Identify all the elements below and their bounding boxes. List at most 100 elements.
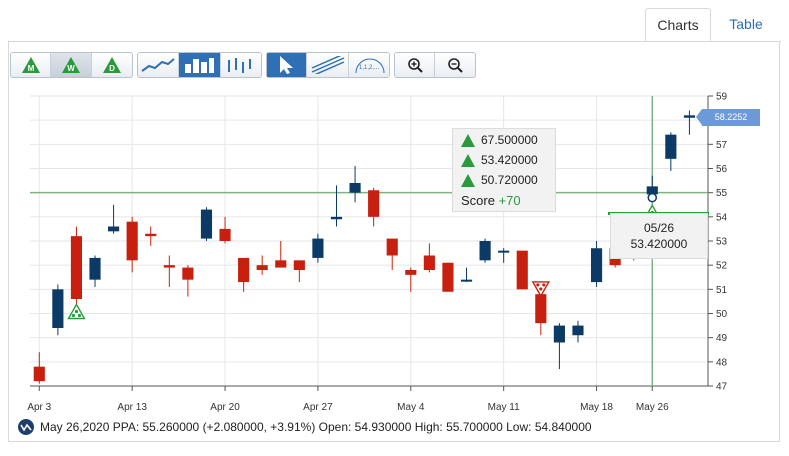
candle-body <box>256 265 268 270</box>
y-tick-label: 53 <box>716 237 728 248</box>
fibonacci-icon: 1,1,2,... <box>355 58 385 74</box>
daily-signal-icon <box>461 173 475 187</box>
candle-body <box>108 226 120 232</box>
candle-body <box>275 260 287 268</box>
drawing-tools-group: 1,1,2,... <box>266 52 390 78</box>
tooltip-score: Score +70 <box>461 193 521 208</box>
zoom-in-button[interactable] <box>395 53 436 77</box>
trendline-button[interactable] <box>307 53 349 77</box>
candle-body <box>52 289 64 328</box>
candle-body <box>238 257 250 283</box>
y-tick-label: 51 <box>716 285 728 296</box>
bar-chart-button[interactable] <box>179 53 221 77</box>
candle-body <box>312 238 324 258</box>
candle-body <box>145 233 157 237</box>
candle-body <box>646 186 658 195</box>
x-tick-label: May 11 <box>488 402 520 413</box>
pointer-icon <box>279 56 293 74</box>
tab-bar: Charts Table <box>0 0 789 42</box>
candle-body <box>442 262 454 292</box>
y-tick-label: 57 <box>716 140 728 151</box>
x-tick-label: Apr 20 <box>210 402 240 413</box>
tooltip-row-daily: 50.720000 <box>461 171 538 189</box>
y-tick-label: 56 <box>716 164 728 175</box>
candle-body <box>460 279 473 282</box>
pointer-button[interactable] <box>267 53 308 77</box>
ohlc-summary: May 26,2020 PPA: 55.260000 (+2.080000, +… <box>40 420 592 434</box>
svg-text:W: W <box>67 64 75 73</box>
x-tick-label: May 26 <box>636 402 669 413</box>
candle-body <box>219 228 231 241</box>
candle-body <box>163 265 175 268</box>
weekly-button[interactable]: W <box>51 53 92 77</box>
weekly-signal-icon <box>461 153 475 167</box>
y-tick-label: 50 <box>716 309 728 320</box>
line-chart-icon <box>141 58 175 72</box>
crosshair-date: 05/26 <box>643 221 675 235</box>
svg-text:M: M <box>27 64 34 73</box>
x-tick-label: Apr 27 <box>303 402 333 413</box>
x-tick-label: Apr 13 <box>117 402 147 413</box>
sell-signal-icon <box>531 281 551 298</box>
candle-body <box>349 183 361 193</box>
ohlc-button[interactable] <box>221 53 261 77</box>
tooltip-value: 67.500000 <box>481 133 538 147</box>
score-label: Score <box>461 193 495 208</box>
weekly-signal-icon: W <box>62 57 81 73</box>
ohlc-icon <box>227 58 251 73</box>
candle-body <box>535 294 547 324</box>
zoom-group <box>394 52 476 78</box>
crosshair-value: 53.420000 <box>630 237 688 251</box>
candle-body <box>553 325 565 343</box>
x-tick-label: Apr 3 <box>27 402 51 413</box>
y-tick-label: 48 <box>716 357 728 368</box>
candle-body <box>126 221 138 261</box>
zoom-out-icon <box>448 58 463 73</box>
daily-button[interactable]: D <box>92 53 132 77</box>
bar-chart-icon <box>185 58 215 73</box>
chart-panel <box>8 42 780 442</box>
tooltip-row-monthly: 67.500000 <box>461 131 538 149</box>
x-tick-label: May 4 <box>397 402 425 413</box>
candle-body <box>33 366 45 382</box>
chart-style-group <box>137 52 262 78</box>
info-bar: May 26,2020 PPA: 55.260000 (+2.080000, +… <box>18 418 592 436</box>
candle-body <box>330 216 343 220</box>
last-price-tag: 58.2252 <box>696 109 760 126</box>
candle-body <box>70 236 83 299</box>
tooltip-value: 50.720000 <box>481 173 538 187</box>
signal-tooltip: 67.500000 53.420000 50.720000 Score +70 <box>452 128 556 212</box>
candle-body <box>516 250 528 290</box>
monthly-signal-icon <box>461 133 475 147</box>
candle-body <box>405 270 417 275</box>
candle-body <box>89 257 101 280</box>
line-chart-button[interactable] <box>138 53 180 77</box>
svg-text:1,1,2,...: 1,1,2,... <box>359 65 379 71</box>
zoom-in-icon <box>407 58 423 73</box>
candle-body <box>479 241 491 261</box>
crosshair-readout: 05/26 53.420000 <box>610 213 708 259</box>
candle-body <box>683 115 695 118</box>
y-tick-label: 49 <box>716 333 728 344</box>
trendline-icon <box>311 56 344 74</box>
tab-divider <box>8 41 781 42</box>
tooltip-value: 53.420000 <box>481 153 538 167</box>
wave-icon <box>18 419 34 435</box>
y-tick-label: 47 <box>716 382 728 393</box>
tab-table[interactable]: Table <box>729 16 763 32</box>
tab-charts[interactable]: Charts <box>645 8 711 42</box>
candle-body <box>368 190 380 217</box>
fibonacci-button[interactable]: 1,1,2,... <box>349 53 389 77</box>
zoom-out-button[interactable] <box>435 53 475 77</box>
daily-signal-icon: D <box>102 57 121 73</box>
monthly-button[interactable]: M <box>11 53 52 77</box>
svg-text:D: D <box>109 64 115 73</box>
y-tick-label: 55 <box>716 188 728 199</box>
monthly-signal-icon: M <box>21 57 40 73</box>
candle-body <box>200 209 213 239</box>
candle-body <box>590 248 603 283</box>
candle-body <box>572 325 584 336</box>
candle-body <box>665 134 677 159</box>
